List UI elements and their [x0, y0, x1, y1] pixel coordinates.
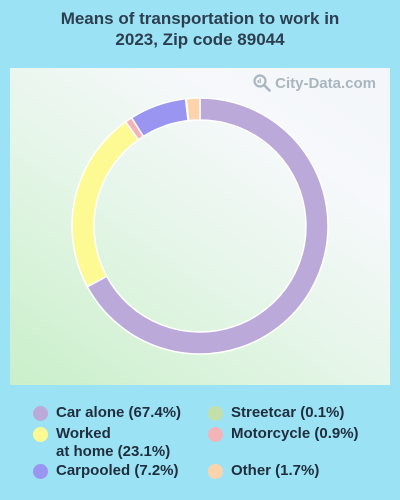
- donut-slice-carpooled: [130, 97, 189, 138]
- donut-slice-worked-at-home: [71, 120, 140, 288]
- chart-title-line-1: Means of transportation to work in: [60, 9, 340, 28]
- magnifier-icon: [253, 74, 271, 92]
- donut-slice-car-alone: [86, 97, 329, 355]
- chart-title: Means of transportation to work in 2023,…: [0, 8, 400, 50]
- chart-title-line-2: 2023, Zip code 89044: [115, 30, 285, 49]
- watermark: City-Data.com: [253, 74, 376, 92]
- donut-slice-other: [185, 97, 201, 122]
- watermark-text: City-Data.com: [275, 74, 376, 92]
